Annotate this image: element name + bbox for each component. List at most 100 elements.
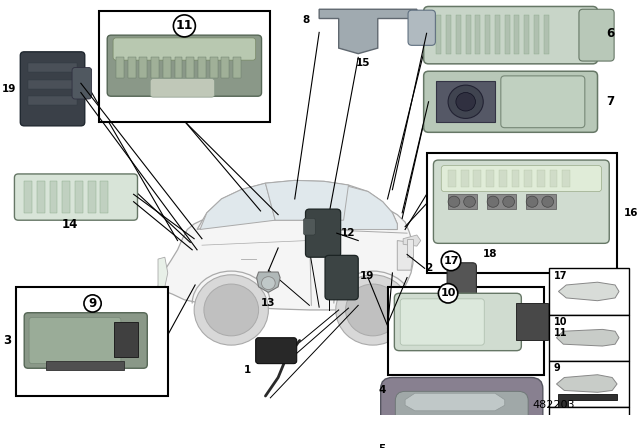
Text: 19: 19: [360, 271, 374, 281]
Circle shape: [346, 284, 400, 336]
Bar: [436, 82, 495, 122]
Bar: [448, 170, 456, 187]
Bar: [116, 57, 124, 78]
Bar: [466, 15, 470, 54]
Polygon shape: [197, 181, 397, 229]
FancyBboxPatch shape: [72, 68, 92, 99]
Polygon shape: [557, 375, 617, 392]
Text: 14: 14: [62, 218, 78, 231]
FancyBboxPatch shape: [441, 166, 602, 192]
Polygon shape: [319, 185, 397, 229]
Bar: [526, 194, 556, 209]
Text: 482203: 482203: [532, 400, 575, 410]
Bar: [446, 15, 451, 54]
FancyBboxPatch shape: [394, 293, 522, 351]
FancyBboxPatch shape: [424, 71, 598, 132]
Bar: [516, 303, 548, 340]
Text: 11: 11: [554, 328, 567, 338]
Polygon shape: [266, 181, 348, 220]
Text: 13: 13: [261, 298, 276, 309]
Circle shape: [448, 85, 483, 118]
Bar: [28, 80, 77, 89]
Bar: [436, 15, 441, 54]
Text: 6: 6: [606, 27, 614, 40]
Bar: [427, 153, 617, 273]
Bar: [486, 170, 494, 187]
Bar: [474, 170, 481, 187]
Polygon shape: [559, 282, 619, 301]
FancyBboxPatch shape: [501, 76, 585, 128]
Text: 10: 10: [440, 289, 456, 298]
Text: 3: 3: [3, 334, 12, 347]
Polygon shape: [557, 329, 619, 346]
Text: 9: 9: [554, 363, 560, 373]
FancyBboxPatch shape: [255, 338, 297, 364]
Bar: [548, 314, 628, 361]
Bar: [49, 181, 58, 213]
Bar: [99, 11, 270, 122]
Circle shape: [336, 275, 410, 345]
FancyBboxPatch shape: [381, 378, 543, 448]
Circle shape: [204, 284, 259, 336]
Text: 7: 7: [606, 95, 614, 108]
Circle shape: [448, 196, 460, 207]
Polygon shape: [559, 394, 617, 407]
FancyBboxPatch shape: [400, 299, 484, 345]
Bar: [140, 57, 147, 78]
Text: 9: 9: [88, 297, 97, 310]
Circle shape: [262, 277, 275, 289]
Bar: [544, 15, 548, 54]
Bar: [163, 57, 171, 78]
Circle shape: [487, 196, 499, 207]
Polygon shape: [257, 272, 280, 293]
Bar: [114, 322, 138, 357]
Text: 4: 4: [378, 385, 385, 396]
Bar: [537, 170, 545, 187]
FancyBboxPatch shape: [305, 209, 340, 257]
FancyBboxPatch shape: [24, 313, 147, 368]
Bar: [88, 181, 95, 213]
Bar: [17, 287, 168, 396]
Bar: [511, 170, 520, 187]
Polygon shape: [319, 9, 417, 54]
Bar: [62, 181, 70, 213]
Text: 19: 19: [2, 84, 17, 94]
Circle shape: [503, 196, 515, 207]
Bar: [548, 407, 628, 446]
Text: 16: 16: [624, 208, 638, 218]
FancyBboxPatch shape: [113, 38, 255, 60]
Text: 10: 10: [554, 317, 567, 327]
Bar: [563, 170, 570, 187]
Bar: [28, 96, 77, 105]
FancyBboxPatch shape: [396, 392, 528, 445]
Bar: [485, 15, 490, 54]
Bar: [548, 361, 628, 407]
Polygon shape: [158, 257, 168, 287]
Text: 18: 18: [483, 250, 498, 259]
Polygon shape: [200, 183, 275, 229]
Bar: [75, 181, 83, 213]
Bar: [388, 287, 544, 375]
Polygon shape: [158, 203, 413, 310]
FancyBboxPatch shape: [408, 10, 435, 45]
Bar: [524, 15, 529, 54]
Bar: [28, 63, 77, 72]
FancyBboxPatch shape: [303, 218, 316, 235]
Circle shape: [464, 196, 476, 207]
Text: 2: 2: [425, 263, 432, 273]
Polygon shape: [405, 393, 505, 411]
FancyBboxPatch shape: [150, 79, 214, 97]
Bar: [151, 57, 159, 78]
FancyBboxPatch shape: [29, 317, 121, 364]
Text: 5: 5: [378, 444, 385, 448]
Circle shape: [542, 196, 554, 207]
Text: 17: 17: [444, 256, 459, 266]
Bar: [550, 170, 557, 187]
Circle shape: [456, 93, 476, 111]
Text: 12: 12: [340, 228, 355, 238]
FancyBboxPatch shape: [424, 6, 598, 64]
Bar: [24, 181, 32, 213]
Bar: [499, 170, 507, 187]
FancyBboxPatch shape: [325, 255, 358, 300]
Bar: [100, 181, 108, 213]
